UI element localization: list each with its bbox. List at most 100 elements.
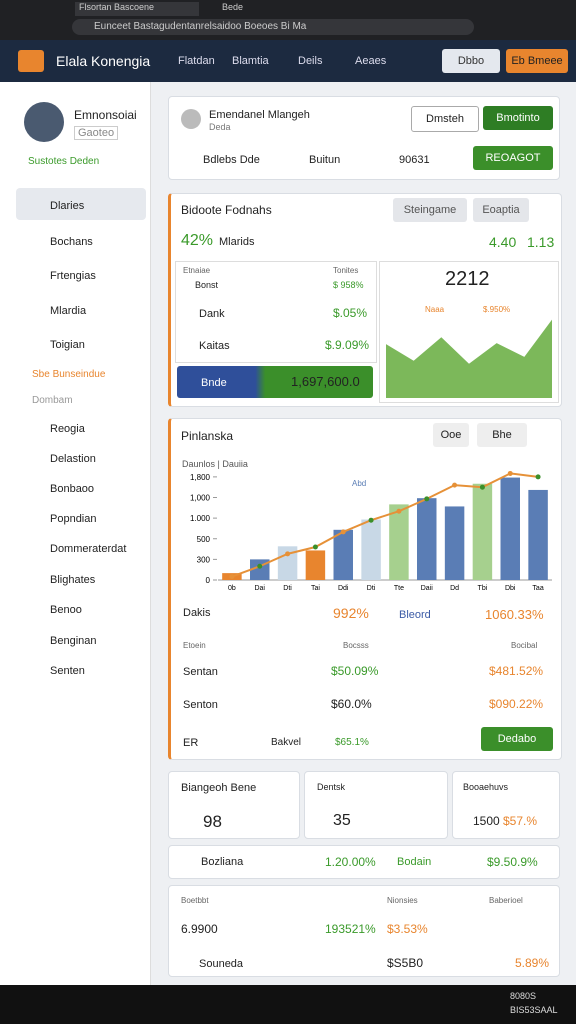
foot: ER — [183, 737, 199, 749]
menu-item[interactable]: Mlardia — [50, 305, 87, 317]
header-button[interactable]: Eb Bmeee — [506, 49, 568, 73]
tab[interactable]: Eoaptia — [473, 198, 529, 222]
menu-item[interactable]: Benoo — [50, 604, 82, 616]
summary: 1060.33% — [485, 607, 544, 622]
th: Nionsies — [387, 896, 418, 905]
nav[interactable]: Deils — [298, 55, 323, 67]
td: Kaitas — [199, 340, 230, 352]
value: 1.13 — [527, 234, 555, 250]
card-sub: Deda — [209, 122, 231, 132]
date: BIS53SAAL — [510, 1005, 558, 1015]
summary-row: Bozliana 1.20.00% Bodain $9.50.9% — [168, 845, 560, 879]
stat-value: 35 — [333, 812, 351, 829]
total-bar — [177, 366, 373, 398]
th: Bocibal — [511, 641, 538, 650]
td: Sentan — [183, 666, 218, 678]
th: Etnaiae — [183, 266, 211, 275]
finance-card: Pinlanska Ooe Bhe Dakis 992% Bleord 1060… — [168, 418, 562, 760]
filter[interactable]: Bhe — [477, 423, 527, 447]
menu-item[interactable]: Reogia — [50, 423, 85, 435]
avatar — [24, 102, 64, 142]
item: Bdlebs Dde — [203, 154, 260, 166]
cell: $9.50.9% — [487, 855, 538, 869]
item: Buitun — [309, 154, 341, 166]
mini-table — [175, 261, 377, 363]
app-header: Elala Konengia Flatdan Blamtia Deils Aea… — [0, 40, 576, 82]
logo — [18, 50, 44, 72]
td: $3.53% — [387, 922, 428, 936]
stat-card: Dentsk 35 — [304, 771, 448, 839]
sidebar: Emnonsoiai Gaoteo Sustotes Deden Dlaries… — [0, 82, 151, 985]
menu-item[interactable]: Bochans — [50, 236, 93, 248]
menu-item[interactable]: Dommeraterdat — [50, 543, 127, 555]
menu-section: Sbe Bunseindue — [32, 369, 106, 380]
menu-item[interactable]: Frtengias — [50, 270, 96, 282]
menu-item[interactable]: Delastion — [50, 453, 96, 465]
filter[interactable]: Ooe — [433, 423, 469, 447]
menu-item[interactable]: Dlaries — [50, 200, 85, 212]
avatar — [181, 109, 201, 129]
stat-card: Biangeoh Bene 98 — [168, 771, 300, 839]
td: 5.89% — [515, 956, 550, 970]
stat-title: Biangeoh Bene — [181, 782, 257, 794]
td: Souneda — [199, 958, 244, 970]
menu-item[interactable]: Blighates — [50, 574, 96, 586]
browser-bar: Flsortan Bascoene Bede Eunceet Bastagude… — [0, 0, 576, 40]
td: 193521% — [325, 922, 376, 936]
label: Mlarids — [219, 236, 255, 248]
td: $.05% — [333, 306, 368, 320]
foot: $65.1% — [335, 737, 369, 748]
button[interactable]: REOAGOT — [473, 146, 553, 170]
th: Boetbbt — [181, 896, 209, 905]
td: Bonst — [195, 280, 219, 290]
summary: Dakis — [183, 607, 211, 619]
summary: Bleord — [399, 609, 431, 621]
menu-item[interactable]: Senten — [50, 665, 85, 677]
total-label: Bnde — [201, 377, 227, 389]
legend: Naaa — [425, 305, 445, 314]
active-item — [16, 188, 146, 220]
legend: $.950% — [483, 305, 511, 314]
stat-title: Booaehuvs — [463, 782, 509, 792]
stat-value: 1500 — [473, 814, 500, 828]
button[interactable]: Dedabo — [481, 727, 553, 751]
address-bar[interactable]: Eunceet Bastagudentanrelsaidoo Boeoes Bi… — [72, 19, 474, 35]
menu-item[interactable]: Benginan — [50, 635, 97, 647]
th: Etoein — [183, 641, 206, 650]
td: $090.22% — [489, 697, 544, 711]
total-value: 1,697,600.0 — [291, 374, 360, 389]
stat-card: Booaehuvs 1500 $57.% — [452, 771, 560, 839]
td: $.9.09% — [325, 338, 370, 352]
tab[interactable]: Steingame — [393, 198, 467, 222]
summary: 992% — [333, 605, 369, 621]
cell: 1.20.00% — [325, 855, 376, 869]
button[interactable]: Bmotinto — [483, 106, 553, 130]
card-name: Emendanel Mlangeh — [209, 109, 310, 121]
tab[interactable]: Flsortan Bascoene — [75, 2, 199, 16]
user-button[interactable]: Dbbo — [442, 49, 500, 73]
td: Senton — [183, 699, 218, 711]
button[interactable]: Dmsteh — [411, 106, 479, 132]
menu-item[interactable]: Popndian — [50, 513, 97, 525]
nav[interactable]: Flatdan — [178, 55, 215, 67]
td: $60.0% — [331, 697, 372, 711]
card-title: Pinlanska — [181, 429, 234, 443]
menu-item[interactable]: Toigian — [50, 339, 85, 351]
menu-item[interactable]: Bonbaoo — [50, 483, 95, 495]
cell: Bodain — [397, 856, 432, 868]
td: $481.52% — [489, 664, 544, 678]
cell: Bozliana — [201, 856, 244, 868]
percent: 42% — [181, 232, 214, 249]
stat-value: $57.% — [503, 814, 538, 828]
clock: 8080S — [510, 991, 537, 1001]
nav[interactable]: Blamtia — [232, 55, 269, 67]
menu-section: Dombam — [32, 395, 73, 406]
profile-role: Gaoteo — [74, 126, 119, 140]
th: Baberioel — [489, 896, 523, 905]
nav[interactable]: Aeaes — [355, 55, 387, 67]
th: Bocsss — [343, 641, 369, 650]
foot: Bakvel — [271, 737, 302, 748]
tab[interactable]: Bede — [222, 2, 244, 12]
td: 6.9900 — [181, 922, 218, 936]
